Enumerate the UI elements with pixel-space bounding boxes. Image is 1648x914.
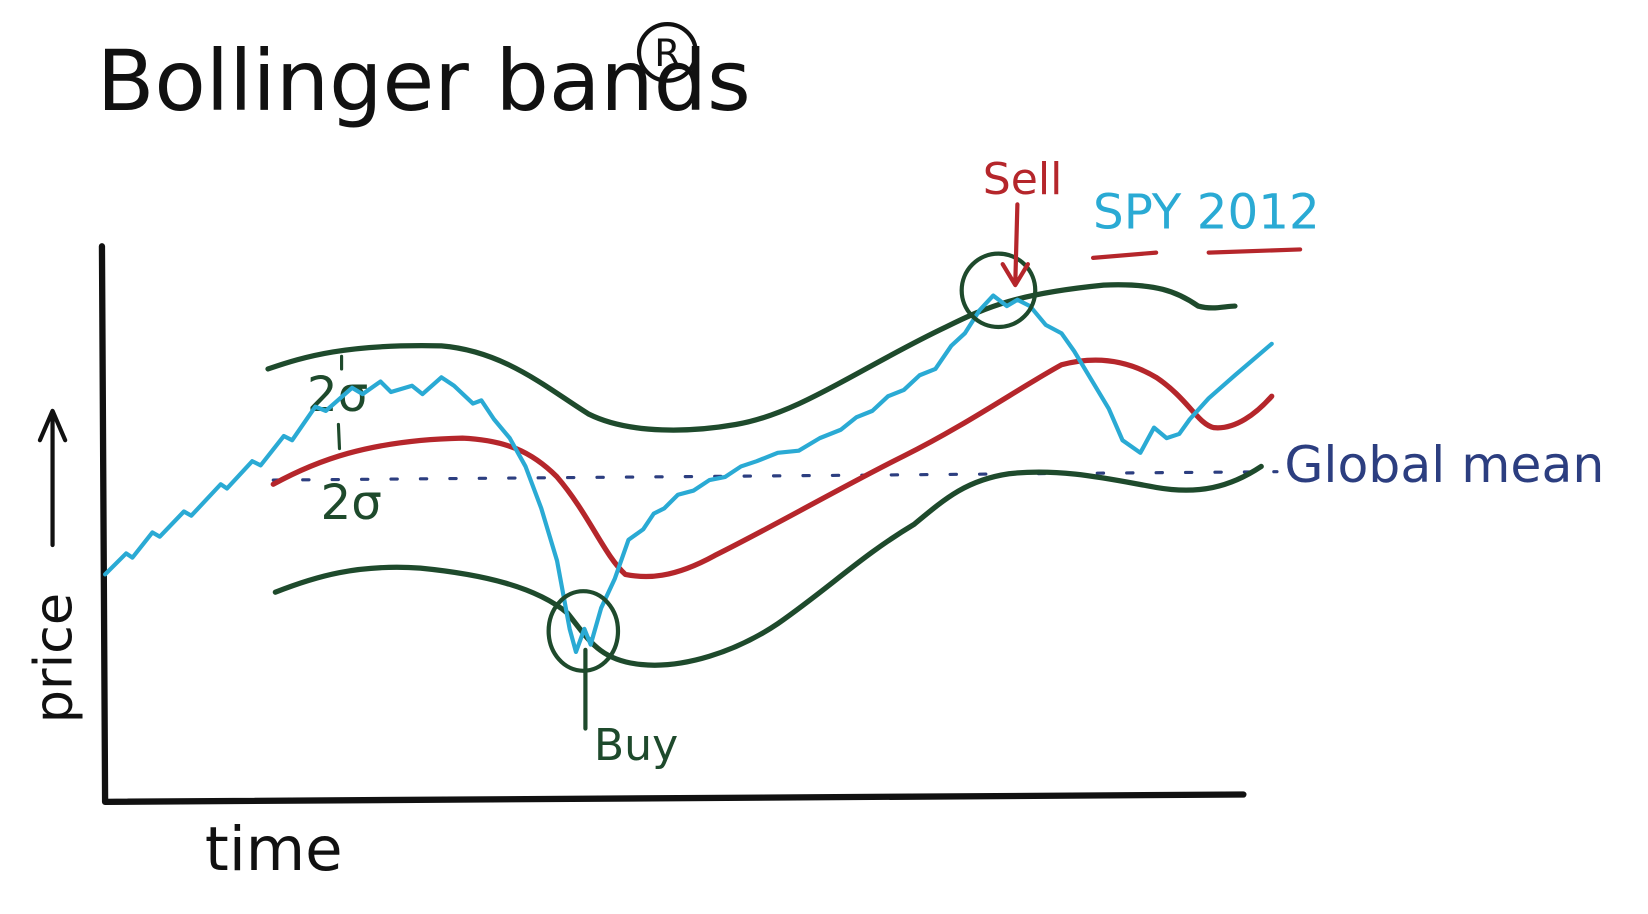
moving-average (270, 357, 1275, 580)
title: Bollinger bands (97, 32, 751, 130)
lower-band-label: 2σ (321, 475, 382, 531)
registered-mark: R (654, 31, 680, 75)
upper-band (265, 282, 1238, 433)
lower-band (272, 463, 1264, 668)
x-axis-label: time (205, 814, 343, 885)
sell-label: Sell (983, 154, 1063, 205)
price-line (102, 293, 1274, 655)
price-arrow (37, 408, 68, 548)
sell-circle (959, 251, 1038, 330)
global-mean-line (271, 470, 1279, 482)
y-axis-label: price (23, 593, 84, 723)
registered-circle (636, 22, 698, 83)
axes (98, 243, 1247, 805)
sell-arrow (1000, 202, 1030, 288)
buy-label: Buy (594, 720, 678, 771)
series-label: SPY 2012 (1093, 185, 1320, 241)
global-mean-label: Global mean (1284, 435, 1604, 494)
upper-band-label: 2σ (307, 367, 368, 423)
band-ticks (336, 354, 344, 451)
series-underline (1090, 247, 1303, 260)
